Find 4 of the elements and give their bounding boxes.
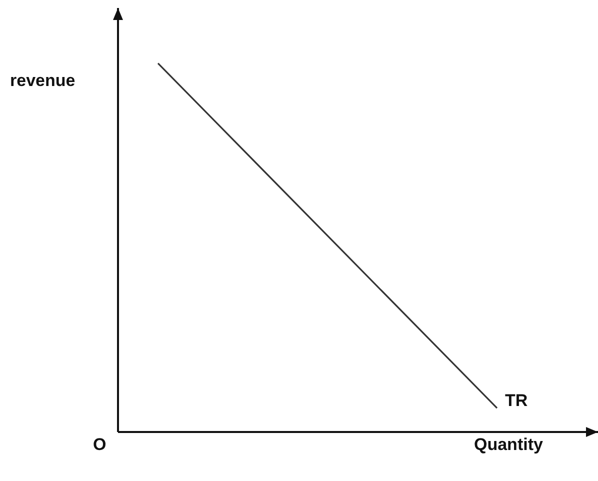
y-axis-title: revenue: [10, 71, 76, 91]
series-label: TR: [505, 391, 528, 410]
text: O: [93, 435, 106, 455]
x-axis-title: Quantity: [474, 435, 543, 455]
